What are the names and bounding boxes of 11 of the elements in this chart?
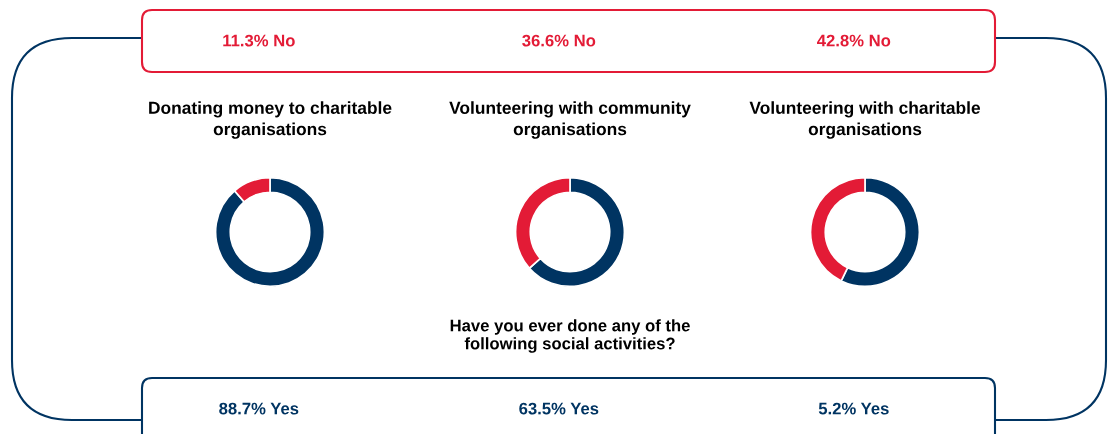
- chart-title: Donating money to charitable organisations: [149, 101, 392, 139]
- chart-title: Volunteering with charitable organisations: [749, 101, 981, 139]
- text: 36.6% No: [522, 34, 596, 47]
- chart-title: Volunteering with community organisations: [449, 101, 691, 139]
- text: Have you ever done any of the following social activities?: [450, 319, 690, 353]
- text: 88.7% Yes: [219, 402, 299, 415]
- text: 42.8% No: [817, 34, 891, 47]
- text: 63.5% Yes: [519, 402, 599, 415]
- donut-slice: [214, 176, 326, 288]
- text: 11.3% No: [223, 34, 295, 47]
- text: 5.2% Yes: [818, 402, 889, 415]
